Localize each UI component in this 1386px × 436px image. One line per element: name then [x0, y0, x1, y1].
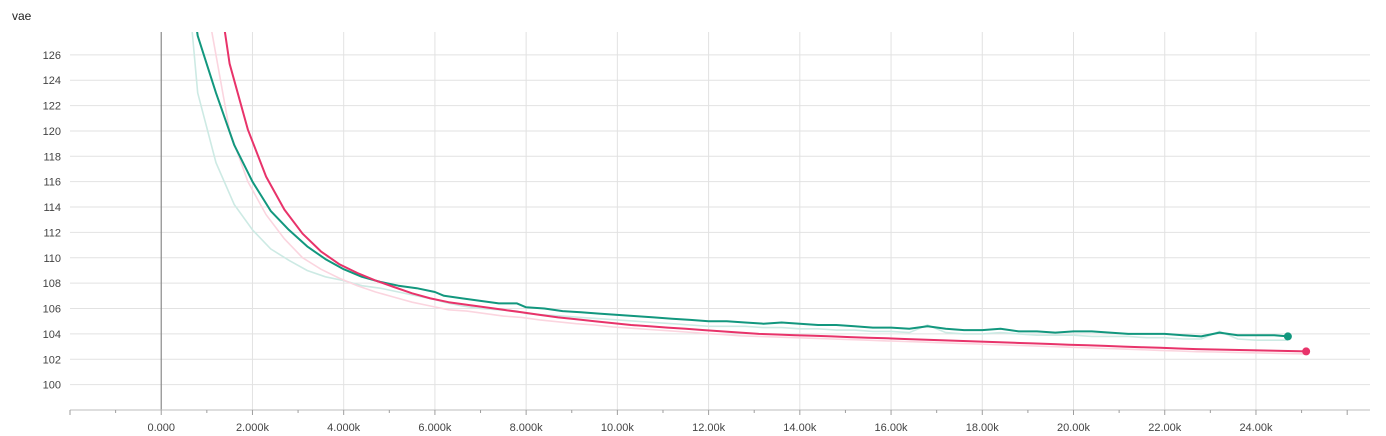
x-tick-label: 6.000k	[418, 422, 452, 434]
y-tick-label: 114	[43, 202, 61, 214]
x-tick-label: 4.000k	[327, 422, 361, 434]
y-tick-label: 112	[43, 227, 61, 239]
x-tick-label: 0.000	[147, 422, 175, 434]
y-tick-label: 106	[43, 304, 61, 316]
y-tick-label: 116	[43, 177, 61, 189]
series-endpoint-2[interactable]	[1302, 347, 1311, 356]
series-endpoint-1[interactable]	[1283, 332, 1292, 341]
raw-series-layer	[191, 32, 1307, 355]
x-tick-label: 8.000k	[510, 422, 544, 434]
x-tick-label: 12.00k	[692, 422, 726, 434]
x-tick-label: 18.00k	[966, 422, 1000, 434]
y-tick-label: 100	[43, 380, 61, 392]
y-tick-label: 110	[43, 253, 61, 265]
y-tick-label: 124	[43, 75, 61, 87]
y-tick-label: 122	[43, 101, 61, 113]
y-tick-label: 102	[43, 354, 61, 366]
y-tick-label: 108	[43, 278, 61, 290]
y-tick-label: 118	[43, 151, 61, 163]
x-tick-label: 2.000k	[236, 422, 270, 434]
chart-title: vae	[12, 9, 32, 23]
x-tick-label: 20.00k	[1057, 422, 1091, 434]
axis-layer: 100 102 104 106 108 110 112 114 116 118 120 122 124 1…	[43, 50, 1370, 434]
y-tick-label: 104	[43, 329, 61, 341]
grid-layer	[70, 32, 1370, 410]
smoothed-series-layer	[184, 0, 1311, 356]
x-tick-label: 24.00k	[1239, 422, 1273, 434]
raw-series-line-1	[191, 32, 1288, 341]
x-tick-label: 16.00k	[875, 422, 909, 434]
y-tick-label: 120	[43, 126, 61, 138]
raw-series-line-2	[211, 32, 1307, 355]
series-line-1[interactable]	[184, 0, 1288, 338]
y-tick-label: 126	[43, 50, 61, 62]
x-tick-label: 22.00k	[1148, 422, 1182, 434]
x-tick-label: 10.00k	[601, 422, 635, 434]
series-line-2[interactable]	[211, 0, 1307, 353]
x-tick-label: 14.00k	[783, 422, 817, 434]
